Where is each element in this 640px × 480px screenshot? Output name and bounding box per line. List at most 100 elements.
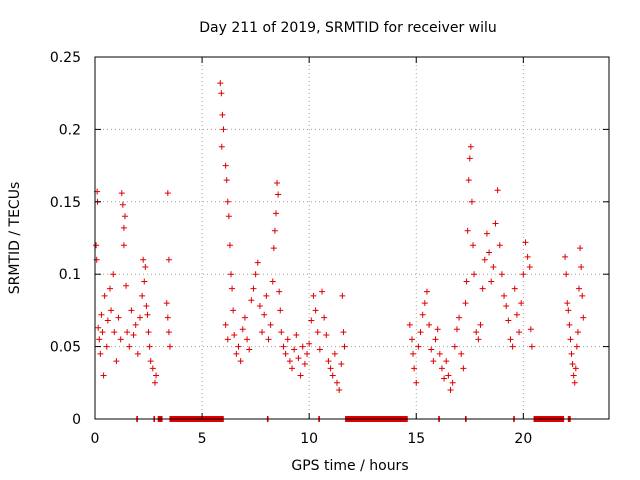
data-point bbox=[217, 80, 224, 87]
data-point bbox=[573, 343, 580, 350]
data-point bbox=[524, 253, 531, 260]
data-point bbox=[468, 198, 475, 205]
data-point bbox=[492, 220, 499, 227]
data-point bbox=[166, 343, 173, 350]
x-tick-label: 20 bbox=[514, 431, 532, 447]
data-point bbox=[574, 329, 581, 336]
data-point bbox=[146, 343, 153, 350]
data-point bbox=[486, 249, 493, 256]
data-point bbox=[501, 292, 508, 299]
data-point bbox=[141, 278, 148, 285]
data-point bbox=[265, 336, 272, 343]
data-point bbox=[147, 358, 154, 365]
data-point bbox=[297, 372, 304, 379]
data-point bbox=[282, 350, 289, 357]
data-point bbox=[293, 332, 300, 339]
data-point bbox=[274, 179, 281, 186]
data-point bbox=[110, 271, 117, 278]
data-point bbox=[494, 187, 501, 194]
data-point bbox=[132, 321, 139, 328]
data-point bbox=[516, 329, 523, 336]
data-point bbox=[144, 311, 151, 318]
data-point bbox=[224, 198, 231, 205]
data-point bbox=[248, 297, 255, 304]
data-point bbox=[522, 239, 529, 246]
data-point bbox=[118, 190, 125, 197]
data-point bbox=[261, 311, 268, 318]
data-point bbox=[321, 314, 328, 321]
data-point bbox=[580, 314, 587, 321]
data-point bbox=[570, 372, 577, 379]
data-point bbox=[301, 360, 308, 367]
data-point bbox=[451, 343, 458, 350]
y-tick-label: 0.15 bbox=[50, 195, 81, 211]
data-point bbox=[263, 292, 270, 299]
data-point bbox=[165, 329, 172, 336]
data-point bbox=[449, 379, 456, 386]
data-point bbox=[413, 379, 420, 386]
data-point bbox=[526, 263, 533, 270]
data-point bbox=[563, 271, 570, 278]
data-point bbox=[96, 336, 103, 343]
data-point bbox=[323, 332, 330, 339]
x-tick-label: 5 bbox=[198, 431, 207, 447]
data-point bbox=[325, 358, 332, 365]
y-tick-label: 0.2 bbox=[59, 122, 81, 138]
data-point bbox=[434, 326, 441, 333]
data-point bbox=[224, 336, 231, 343]
data-point bbox=[104, 317, 111, 324]
data-point bbox=[415, 343, 422, 350]
data-point bbox=[566, 321, 573, 328]
data-point bbox=[565, 307, 572, 314]
data-point bbox=[564, 300, 571, 307]
data-point bbox=[98, 311, 105, 318]
data-point bbox=[411, 365, 418, 372]
data-point bbox=[126, 343, 133, 350]
data-point bbox=[329, 372, 336, 379]
data-point bbox=[571, 379, 578, 386]
data-point bbox=[244, 336, 251, 343]
data-point bbox=[231, 332, 238, 339]
data-point bbox=[471, 271, 478, 278]
data-point bbox=[233, 350, 240, 357]
data-point bbox=[432, 336, 439, 343]
data-point bbox=[488, 278, 495, 285]
data-point bbox=[577, 245, 584, 252]
plot-frame bbox=[94, 56, 610, 420]
data-point bbox=[136, 314, 143, 321]
data-point bbox=[123, 282, 130, 289]
data-point bbox=[509, 343, 516, 350]
data-point bbox=[286, 358, 293, 365]
chart-title: Day 211 of 2019, SRMTID for receiver wil… bbox=[199, 20, 497, 36]
data-point bbox=[289, 365, 296, 372]
data-point bbox=[142, 263, 149, 270]
data-point bbox=[441, 375, 448, 382]
data-point bbox=[477, 321, 484, 328]
data-point bbox=[338, 360, 345, 367]
data-point bbox=[331, 350, 338, 357]
data-point bbox=[117, 336, 124, 343]
data-point bbox=[334, 379, 341, 386]
data-point bbox=[475, 336, 482, 343]
data-point bbox=[226, 242, 233, 249]
data-point bbox=[503, 303, 510, 310]
data-point bbox=[518, 300, 525, 307]
tick-labels: 0 5 10 15 20 0 0.05 0.1 0.15 0.2 0.25 bbox=[50, 50, 532, 447]
data-point bbox=[295, 355, 302, 362]
data-point bbox=[438, 365, 445, 372]
data-point bbox=[120, 224, 127, 231]
data-point bbox=[430, 358, 437, 365]
data-point bbox=[406, 321, 413, 328]
x-tick-label: 10 bbox=[300, 431, 318, 447]
data-point bbox=[481, 256, 488, 263]
data-point bbox=[222, 162, 229, 169]
data-point bbox=[490, 263, 497, 270]
data-point bbox=[312, 307, 319, 314]
data-point bbox=[470, 242, 477, 249]
data-point bbox=[479, 285, 486, 292]
data-point bbox=[229, 285, 236, 292]
data-point bbox=[130, 332, 137, 339]
data-point bbox=[505, 317, 512, 324]
data-point bbox=[578, 263, 585, 270]
data-point bbox=[113, 358, 120, 365]
